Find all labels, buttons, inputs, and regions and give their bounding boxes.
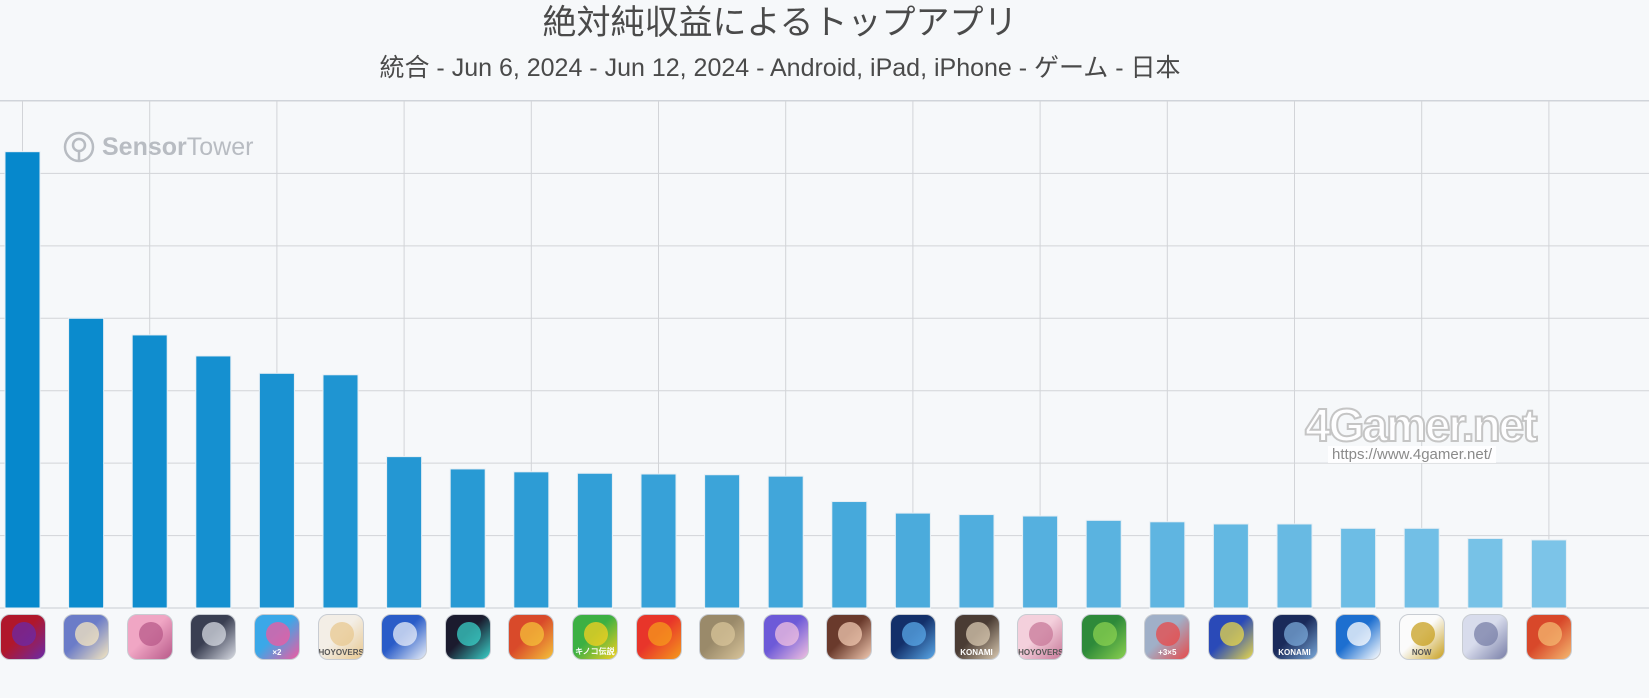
dark-hair-character-icon-shape: [202, 622, 227, 646]
now-logo-icon-shape: [1410, 622, 1435, 646]
soldier-battle-icon: [699, 614, 746, 660]
red-monster-icon: [635, 614, 682, 660]
bar-22: [1340, 527, 1377, 609]
dragon-card-icon-label: KONAMI: [1278, 648, 1311, 657]
chart-grid: [0, 100, 1649, 609]
dark-hair-character-icon: [190, 614, 237, 660]
bar-3: [131, 334, 168, 609]
green-mushroom-game-icon: キノコ伝説: [571, 614, 618, 660]
4gamer-watermark: 4Gamer.net: [1304, 398, 1539, 452]
bar-23: [1403, 527, 1440, 609]
baseball-team-icon-shape: [965, 622, 990, 646]
tsum-puzzle-icon: [1080, 614, 1127, 660]
blue-puzzle-game-icon-shape: [265, 622, 290, 646]
soldier-battle-icon-shape: [711, 622, 736, 646]
brown-hair-character-icon: [826, 614, 873, 660]
bar-17: [1022, 515, 1059, 609]
bar-4: [195, 355, 232, 609]
bar-2: [68, 317, 105, 609]
neon-character-icon: [444, 614, 491, 660]
bar-25: [1530, 539, 1567, 609]
anime-knight-game-icon-shape: [75, 622, 100, 646]
king-character-icon: [508, 614, 555, 660]
brown-hair-character-icon-shape: [838, 622, 863, 646]
bar-18: [1085, 519, 1122, 609]
now-logo-icon-label: NOW: [1411, 648, 1432, 657]
tsum-puzzle-icon-shape: [1092, 622, 1117, 646]
white-hair-character-icon-shape: [329, 622, 354, 646]
bar-1: [4, 151, 41, 609]
pink-hair-character-icon: HOYOVERSE: [1017, 614, 1064, 660]
green-mushroom-game-icon-label: キノコ伝説: [575, 647, 615, 656]
silver-hair-character-icon-shape: [393, 622, 418, 646]
sensor-tower-watermark: SensorTower: [62, 130, 253, 164]
dragon-card-icon-shape: [1283, 622, 1308, 646]
red-monster-icon-shape: [647, 622, 672, 646]
now-logo-icon: NOW: [1398, 614, 1445, 660]
chart-title: 絶対純収益によるトップアプリ: [542, 3, 1018, 43]
dragon-game-icon-shape: [11, 622, 36, 646]
math-animal-icon-shape: [1156, 622, 1181, 646]
green-mushroom-game-icon-shape: [583, 622, 608, 646]
app-icon-row: ×2 HOYOVERSE キノコ伝説 KONAMI HOYOVERSE +3×5 KONAM…: [0, 614, 1649, 664]
math-animal-icon-label: +3×5: [1158, 648, 1177, 657]
pink-hair-character-icon-label: HOYOVERSE: [1018, 648, 1064, 657]
pink-idol-game-icon: [126, 614, 173, 660]
chart-bars: [4, 151, 1567, 609]
dragon-card-icon: KONAMI: [1271, 614, 1318, 660]
anime-knight-game-icon: [63, 614, 110, 660]
bar-20: [1212, 523, 1249, 609]
bar-7: [386, 456, 423, 609]
red-hair-character-icon: [1525, 614, 1572, 660]
bar-13: [767, 475, 804, 609]
pink-hair-character-icon-shape: [1029, 622, 1054, 646]
soccer-players-icon: [1207, 614, 1254, 660]
bar-15: [894, 512, 931, 609]
math-animal-icon: +3×5: [1144, 614, 1191, 660]
blue-puzzle-game-icon-label: ×2: [272, 648, 282, 657]
king-character-icon-shape: [520, 622, 545, 646]
bar-12: [704, 474, 741, 609]
bar-14: [831, 501, 868, 609]
baseball-team-icon-label: KONAMI: [960, 648, 993, 657]
silver-hair-character-icon: [381, 614, 428, 660]
pokeball-icon-shape: [1347, 622, 1372, 646]
bar-8: [449, 468, 486, 609]
pink-idol-game-icon-shape: [138, 622, 163, 646]
blue-planet-icon-shape: [901, 622, 926, 646]
sensor-tower-light: Tower: [186, 132, 254, 161]
chart-subtitle: 統合 - Jun 6, 2024 - Jun 12, 2024 - Androi…: [379, 54, 1181, 82]
horse-girl-character-icon: [762, 614, 809, 660]
bar-24: [1467, 537, 1504, 609]
blue-puzzle-game-icon: ×2: [253, 614, 300, 660]
bar-5: [258, 372, 295, 609]
white-hair-character-icon: HOYOVERSE: [317, 614, 364, 660]
blue-planet-icon: [889, 614, 936, 660]
white-hair-character-icon-label: HOYOVERSE: [318, 648, 364, 657]
horse-girl-character-icon-shape: [774, 622, 799, 646]
soccer-players-icon-shape: [1219, 622, 1244, 646]
silver-hair-girl-icon-shape: [1474, 622, 1499, 646]
bar-9: [513, 471, 550, 609]
silver-hair-girl-icon: [1462, 614, 1509, 660]
pokeball-icon: [1335, 614, 1382, 660]
sensor-tower-strong: Sensor: [102, 132, 187, 161]
bar-11: [640, 473, 677, 609]
red-hair-character-icon-shape: [1537, 622, 1562, 646]
bar-16: [958, 514, 995, 609]
bar-6: [322, 374, 359, 609]
baseball-team-icon: KONAMI: [953, 614, 1000, 660]
bar-21: [1276, 523, 1313, 609]
neon-character-icon-shape: [456, 622, 481, 646]
bar-19: [1149, 521, 1186, 609]
4gamer-url: https://www.4gamer.net/: [1328, 446, 1497, 463]
dragon-game-icon: [0, 614, 46, 660]
sensor-tower-logo-icon: [63, 131, 95, 163]
bar-10: [576, 472, 613, 609]
bar-chart: [0, 100, 1649, 609]
